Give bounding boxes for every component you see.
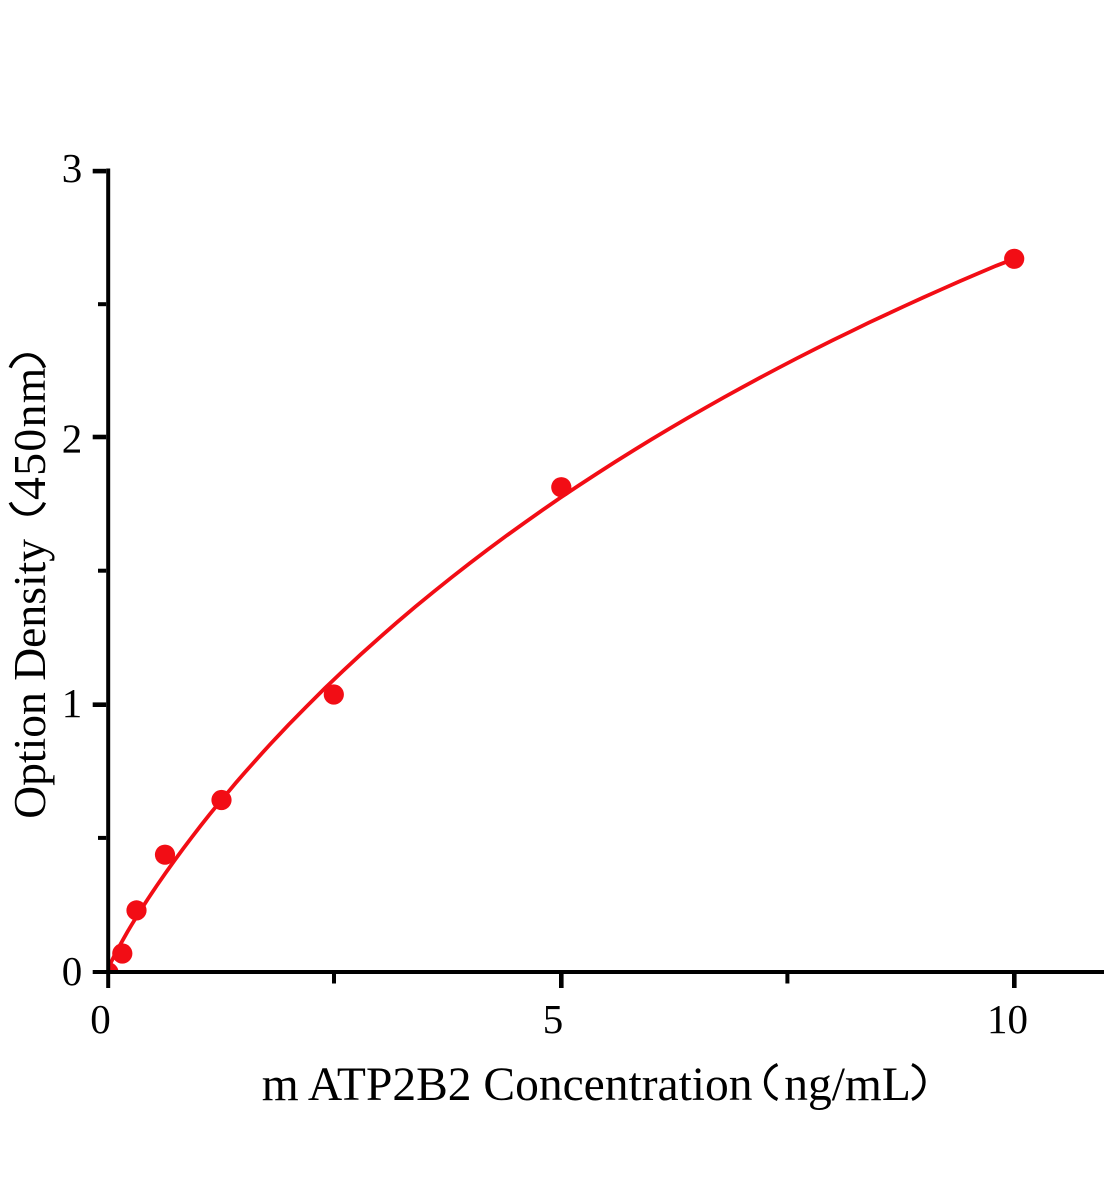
svg-text:5: 5 (543, 996, 564, 1042)
svg-text:10: 10 (987, 996, 1028, 1042)
svg-text:450nm: 450nm (4, 366, 55, 500)
svg-text:0: 0 (62, 948, 83, 994)
svg-text:ng/mL: ng/mL (784, 1059, 911, 1111)
svg-text:Option Density: Option Density (4, 539, 55, 819)
svg-text:0: 0 (90, 996, 111, 1042)
svg-text:2: 2 (62, 416, 83, 462)
svg-text:3: 3 (62, 145, 83, 191)
svg-text:m ATP2B2 Concentration: m ATP2B2 Concentration (262, 1059, 753, 1111)
svg-text:1: 1 (62, 680, 83, 726)
